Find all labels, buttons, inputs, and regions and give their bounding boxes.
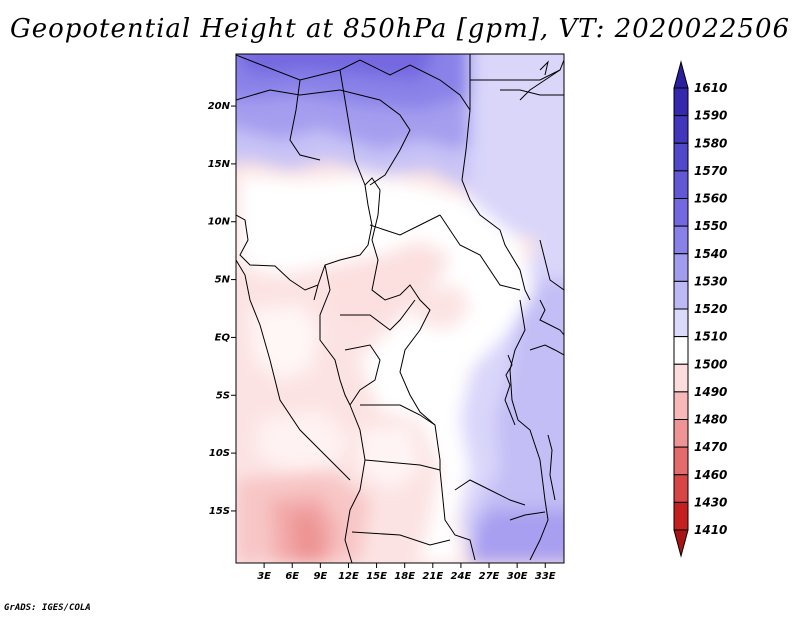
- latitude-axis: 20N 15N 10N 5N EQ 5S 10S 15S: [208, 101, 236, 517]
- lon-tick-label: 27E: [479, 571, 500, 582]
- legend-swatch: [673, 87, 689, 117]
- lon-tick-label: 6E: [285, 571, 299, 582]
- legend-label: 1570: [694, 164, 727, 178]
- legend-swatch: [673, 308, 689, 338]
- legend-swatch: [673, 142, 689, 172]
- legend-label: 1550: [694, 219, 727, 233]
- legend-label: 1410: [694, 523, 727, 537]
- legend-label: 1460: [694, 468, 727, 482]
- legend-swatch: [673, 363, 689, 393]
- lon-tick-label: 3E: [257, 571, 271, 582]
- legend-arrow-bottom: [673, 529, 689, 558]
- legend-swatch: [673, 253, 689, 282]
- lon-tick-label: 12E: [338, 571, 359, 582]
- lat-tick-label: 15S: [209, 506, 230, 517]
- lon-tick-label: 18E: [394, 571, 415, 582]
- lat-tick-label: 5N: [215, 275, 231, 286]
- color-legend: 1610 1590 1580 1570 1560 1550 1540 1530 1520 1510…: [673, 60, 727, 558]
- lon-tick-label: 30E: [507, 571, 528, 582]
- legend-swatch: [673, 419, 689, 448]
- grads-credit: GrADS: IGES/COLA: [4, 603, 91, 613]
- lon-tick-label: 33E: [535, 571, 556, 582]
- legend-label: 1530: [694, 274, 727, 288]
- lat-tick-label: 10N: [208, 217, 231, 228]
- legend-label: 1540: [694, 247, 727, 261]
- legend-label: 1580: [694, 136, 727, 150]
- legend-label: 1490: [694, 385, 727, 399]
- legend-label: 1510: [694, 330, 727, 344]
- lon-tick-label: 9E: [313, 571, 327, 582]
- lon-tick-label: 15E: [366, 571, 387, 582]
- map-frame: [235, 53, 565, 564]
- height-field: [236, 54, 564, 563]
- legend-arrow-top: [673, 60, 689, 89]
- country-borders: [236, 54, 564, 563]
- lat-tick-label: 15N: [208, 159, 231, 170]
- legend-label: 1470: [694, 440, 727, 454]
- legend-label: 1590: [694, 109, 727, 123]
- lat-tick-label: 10S: [209, 448, 230, 459]
- longitude-axis: 3E 6E 9E 12E 15E 18E 21E 24E 27E 30E 33E: [257, 563, 556, 582]
- legend-label: 1430: [694, 495, 727, 509]
- legend-swatch: [673, 391, 689, 420]
- legend-label: 1610: [694, 81, 727, 95]
- legend-swatch: [673, 474, 689, 503]
- legend-label: 1500: [694, 357, 727, 371]
- legend-swatch: [673, 280, 689, 310]
- legend-swatch: [673, 501, 689, 531]
- legend-swatch: [673, 198, 689, 227]
- legend-label: 1560: [694, 192, 727, 206]
- legend-label: 1480: [694, 413, 727, 427]
- chart-title: Geopotential Height at 850hPa [gpm], VT:…: [9, 14, 791, 44]
- legend-swatch: [673, 446, 689, 476]
- lat-tick-label: 20N: [208, 101, 231, 112]
- legend-swatch: [673, 336, 689, 365]
- lon-tick-label: 21E: [422, 571, 443, 582]
- lat-tick-label: EQ: [215, 332, 231, 343]
- lat-tick-label: 5S: [216, 390, 230, 401]
- legend-swatch: [673, 115, 689, 144]
- legend-swatch: [673, 170, 689, 199]
- legend-swatch: [673, 225, 689, 255]
- legend-label: 1520: [694, 302, 727, 316]
- lon-tick-label: 24E: [451, 571, 472, 582]
